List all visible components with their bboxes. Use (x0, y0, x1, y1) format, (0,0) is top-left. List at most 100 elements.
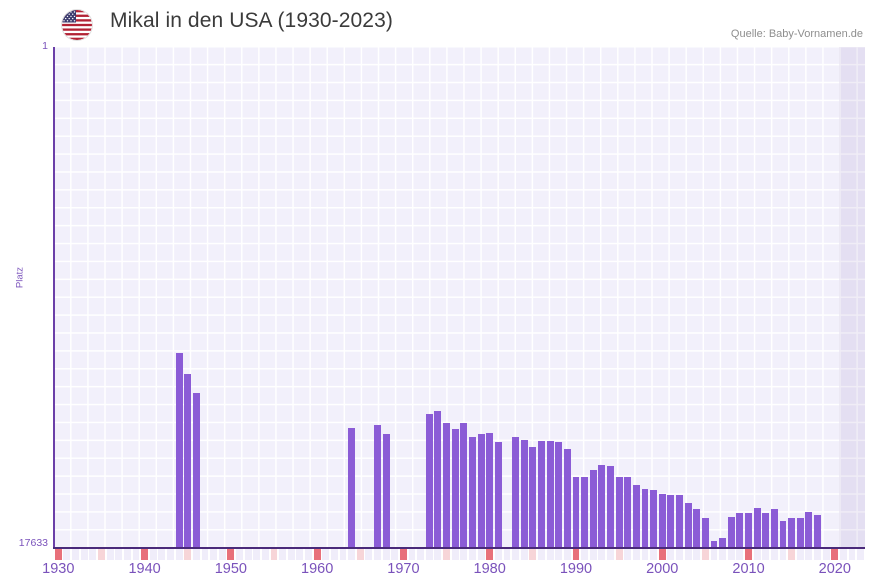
year-marker (443, 549, 450, 560)
bar (770, 509, 778, 548)
bar (745, 513, 752, 548)
bar (736, 513, 744, 548)
bar (494, 442, 502, 548)
year-marker (460, 549, 468, 560)
bar (443, 423, 450, 548)
year-marker (710, 549, 718, 560)
plot-area (54, 47, 865, 548)
year-marker (98, 549, 105, 560)
x-axis-tick: 1950 (214, 561, 247, 577)
year-marker (529, 549, 537, 560)
year-marker (201, 549, 209, 560)
year-marker (425, 549, 433, 560)
year-marker (356, 549, 364, 560)
bar (676, 495, 683, 548)
bar (192, 393, 200, 548)
bar (762, 513, 770, 548)
year-marker (701, 549, 709, 560)
year-marker-strip (54, 549, 865, 560)
bar (727, 517, 735, 548)
bar (546, 441, 554, 548)
bar (572, 477, 580, 548)
y-axis-tick-top: 1 (42, 40, 48, 52)
year-marker (805, 549, 813, 560)
y-axis-line (53, 47, 55, 549)
year-marker (753, 549, 761, 560)
year-marker (296, 549, 304, 560)
bar (425, 414, 433, 548)
bar (434, 411, 442, 548)
year-marker (391, 549, 399, 560)
year-marker (658, 549, 666, 560)
year-marker (210, 549, 218, 560)
year-marker (581, 549, 589, 560)
x-axis-tick-labels: 1930 1940 1950 1960 1970 1980 1990 2000 2010 2020 (0, 561, 873, 583)
year-marker (244, 549, 252, 560)
year-marker (831, 549, 839, 560)
year-marker (313, 549, 321, 560)
bar (512, 437, 520, 548)
bar (796, 518, 804, 548)
year-marker (149, 549, 157, 560)
x-axis-tick: 1930 (42, 561, 75, 577)
bar (451, 429, 459, 548)
year-marker (348, 549, 356, 560)
bar (641, 489, 649, 548)
year-marker (106, 549, 114, 560)
year-marker (184, 549, 192, 560)
bar (477, 434, 485, 548)
year-marker (365, 549, 373, 560)
year-marker (857, 549, 865, 560)
year-marker (719, 549, 727, 560)
year-marker (236, 549, 243, 560)
year-marker (684, 549, 692, 560)
year-marker (667, 549, 675, 560)
year-marker (822, 549, 830, 560)
year-marker (167, 549, 174, 560)
bar (719, 538, 727, 548)
bar (779, 521, 787, 548)
source-attribution: Quelle: Baby-Vornamen.de (730, 28, 863, 40)
year-marker (848, 549, 856, 560)
year-marker (382, 549, 390, 560)
bar (486, 433, 494, 548)
year-marker (477, 549, 485, 560)
bar (710, 541, 718, 548)
year-marker (227, 549, 235, 560)
y-axis-title: Platz (14, 266, 26, 289)
year-marker (399, 549, 407, 560)
year-marker (486, 549, 494, 560)
year-marker (563, 549, 571, 560)
year-marker (54, 549, 62, 560)
bar (460, 423, 468, 548)
year-marker (374, 549, 381, 560)
year-marker (503, 549, 511, 560)
year-marker (270, 549, 278, 560)
bar (624, 477, 632, 548)
year-marker (261, 549, 269, 560)
year-marker (770, 549, 778, 560)
year-marker (632, 549, 640, 560)
bar (684, 503, 692, 548)
year-marker (814, 549, 821, 560)
year-marker (788, 549, 796, 560)
year-marker (175, 549, 183, 560)
forecast-shaded-band (839, 47, 865, 548)
bar (598, 465, 606, 548)
bar (563, 449, 571, 548)
year-marker (546, 549, 554, 560)
year-marker (624, 549, 632, 560)
x-axis-tick: 2020 (818, 561, 851, 577)
y-axis-tick-bottom: 17633 (18, 537, 48, 549)
year-marker (572, 549, 580, 560)
year-marker (192, 549, 200, 560)
year-marker (468, 549, 476, 560)
bar (607, 466, 614, 548)
bar (555, 442, 563, 548)
year-marker (322, 549, 330, 560)
bar (701, 518, 709, 548)
year-marker (589, 549, 597, 560)
x-axis-tick: 1990 (559, 561, 593, 577)
bar (650, 490, 658, 548)
